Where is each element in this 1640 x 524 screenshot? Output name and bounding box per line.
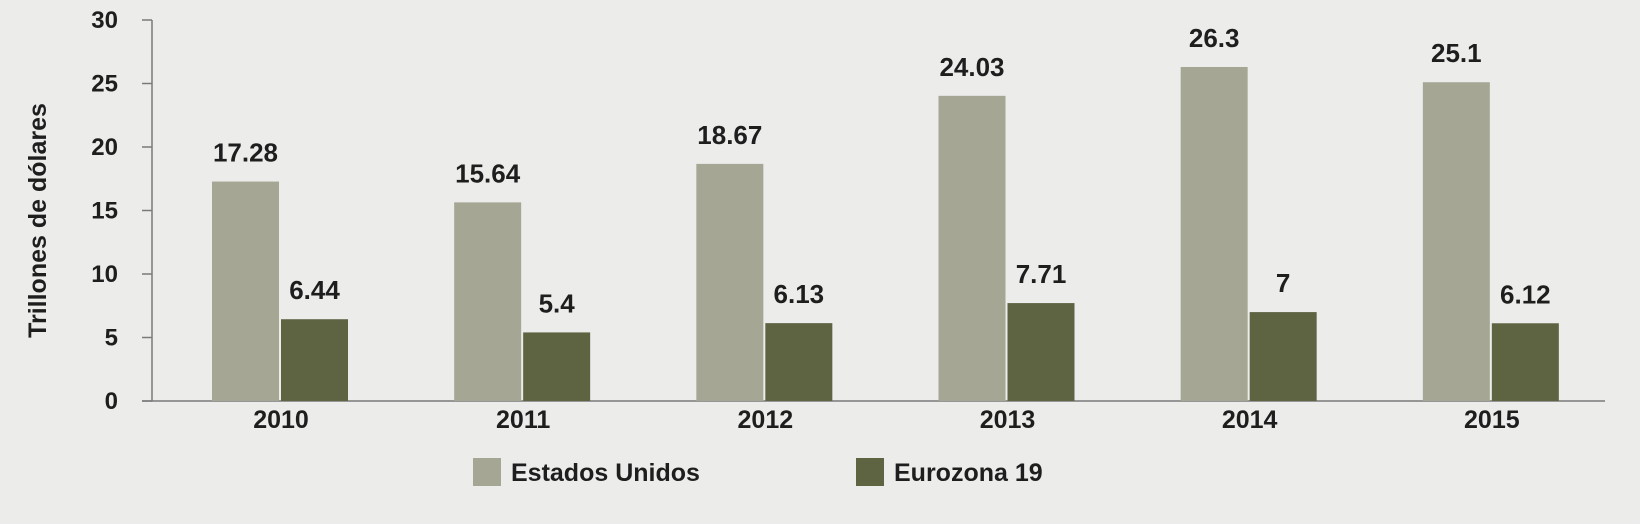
data-label: 24.03 (939, 52, 1004, 82)
x-tick-label: 2011 (496, 406, 550, 434)
data-label: 26.3 (1189, 23, 1240, 53)
x-tick-label: 2010 (253, 406, 309, 434)
data-label: 18.67 (697, 120, 762, 150)
y-tick-label: 10 (91, 261, 118, 288)
x-tick-label: 2014 (1222, 406, 1278, 434)
bar-estados-unidos (1180, 66, 1248, 402)
y-tick-label: 15 (91, 198, 118, 225)
y-tick-label: 5 (105, 325, 118, 352)
bar-eurozona-19 (1007, 303, 1075, 401)
x-tick-label: 2015 (1464, 406, 1520, 434)
legend-label: Estados Unidos (511, 459, 700, 487)
data-label: 6.13 (774, 279, 825, 309)
bar-estados-unidos (454, 202, 522, 401)
data-label: 6.44 (289, 275, 340, 305)
y-tick-label: 30 (91, 7, 118, 34)
y-axis-title: Trillones de dólares (24, 103, 52, 338)
x-tick-label: 2013 (980, 406, 1036, 434)
bar-estados-unidos (1422, 82, 1490, 401)
bar-estados-unidos (212, 181, 279, 401)
bar-eurozona-19 (523, 332, 591, 401)
legend-swatch-eurozona-19 (856, 458, 884, 486)
y-tick-label: 20 (91, 134, 118, 161)
bar-eurozona-19 (1491, 323, 1559, 401)
data-label: 5.4 (539, 288, 576, 318)
bar-eurozona-19 (765, 323, 833, 401)
y-tick-label: 25 (91, 71, 118, 98)
y-tick-label: 0 (105, 388, 118, 415)
data-label: 6.12 (1500, 279, 1551, 309)
bar-estados-unidos (938, 95, 1006, 401)
legend-label: Eurozona 19 (894, 459, 1043, 487)
legend-swatch-estados-unidos (473, 458, 501, 486)
data-label: 25.1 (1431, 38, 1482, 68)
data-label: 7 (1276, 268, 1290, 298)
data-label: 17.28 (213, 138, 278, 168)
data-label: 7.71 (1016, 259, 1067, 289)
bar-eurozona-19 (281, 319, 348, 401)
bar-estados-unidos (696, 163, 764, 401)
bar-eurozona-19 (1249, 312, 1317, 401)
data-label: 15.64 (455, 158, 521, 188)
x-tick-label: 2012 (738, 406, 794, 434)
